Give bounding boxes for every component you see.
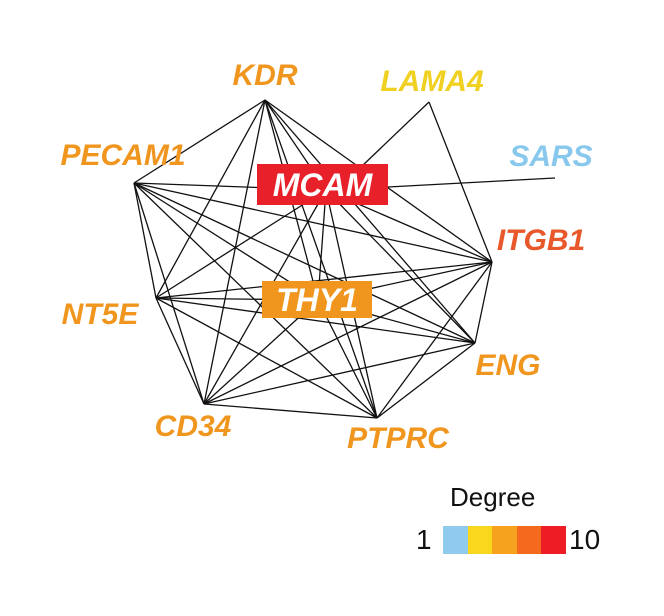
edge-pecam1-cd34 <box>133 182 205 405</box>
edge-mcam-nt5e <box>155 189 327 299</box>
edge-itgb1-cd34 <box>203 261 493 405</box>
legend-color-scale <box>443 526 566 554</box>
edge-nt5e-ptprc <box>155 297 378 419</box>
node-label-mcam: MCAM <box>257 164 388 205</box>
edge-mcam-lama4 <box>360 101 430 168</box>
edge-mcam-sars <box>387 177 556 188</box>
node-label-kdr: KDR <box>232 59 298 92</box>
edge-pecam1-thy1 <box>133 182 319 301</box>
node-label-nt5e: NT5E <box>61 298 139 331</box>
edge-cd34-ptprc <box>203 403 378 419</box>
node-label-itgb1: ITGB1 <box>496 224 586 257</box>
node-label-cd34: CD34 <box>154 410 232 443</box>
node-label-eng: ENG <box>475 349 541 382</box>
legend-swatch-2 <box>467 526 492 554</box>
edge-mcam-eng <box>325 189 476 344</box>
legend-swatch-4 <box>516 526 541 554</box>
edge-pecam1-itgb1 <box>133 182 493 263</box>
edge-nt5e-eng <box>155 297 476 344</box>
edge-nt5e-cd34 <box>155 297 205 405</box>
edge-eng-cd34 <box>203 342 476 405</box>
legend-swatch-3 <box>492 526 517 554</box>
node-label-sars: SARS <box>509 140 593 173</box>
edge-kdr-nt5e <box>155 99 266 299</box>
node-label-lama4: LAMA4 <box>380 65 484 98</box>
legend-max-label: 10 <box>569 524 601 555</box>
node-label-thy1: THY1 <box>262 281 372 318</box>
node-label-pecam1: PECAM1 <box>60 139 186 172</box>
edge-itgb1-ptprc <box>376 261 493 419</box>
edge-itgb1-lama4 <box>428 101 493 263</box>
edge-kdr-cd34 <box>203 99 266 405</box>
edge-pecam1-ptprc <box>133 182 378 419</box>
edge-kdr-eng <box>264 99 476 344</box>
node-label-ptprc: PTPRC <box>347 422 449 455</box>
edge-thy1-ptprc <box>317 299 378 419</box>
edge-eng-ptprc <box>376 342 476 419</box>
legend-swatch-5 <box>541 526 566 554</box>
legend-title: Degree <box>450 482 536 512</box>
legend-min-label: 1 <box>416 524 432 555</box>
edge-pecam1-nt5e <box>133 182 157 299</box>
edge-pecam1-eng <box>133 182 476 344</box>
legend-swatch-1 <box>443 526 468 554</box>
edge-itgb1-eng <box>474 261 493 344</box>
edge-kdr-pecam1 <box>133 99 266 184</box>
edge-itgb1-nt5e <box>155 261 493 299</box>
